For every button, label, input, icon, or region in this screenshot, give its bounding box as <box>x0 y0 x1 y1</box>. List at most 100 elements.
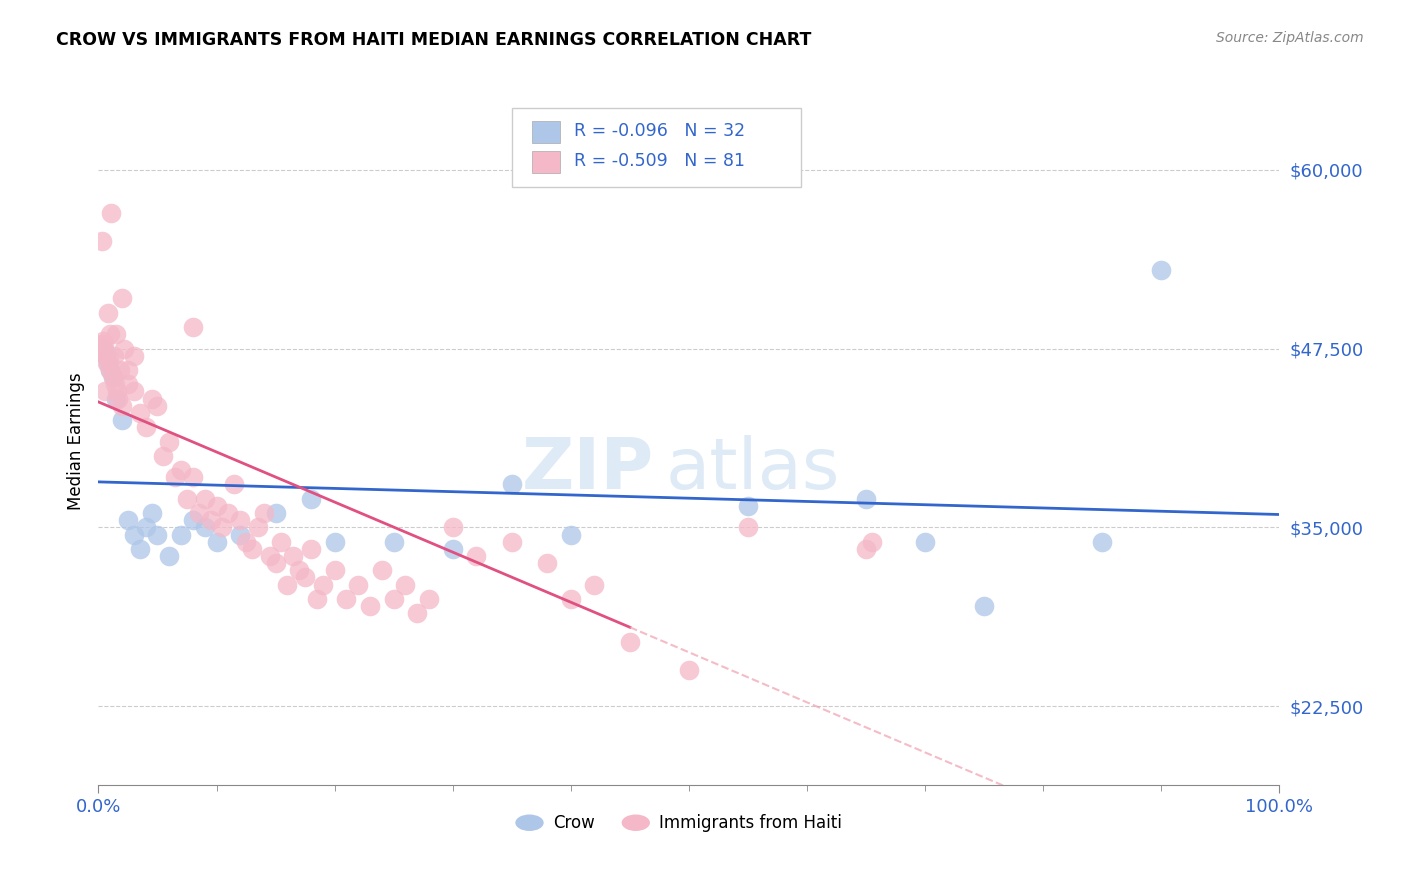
Point <box>678 664 700 678</box>
Point <box>146 527 169 541</box>
Point <box>91 346 114 360</box>
Point <box>128 541 150 556</box>
Point <box>98 363 121 377</box>
Point <box>270 534 292 549</box>
Point <box>394 577 416 591</box>
Point <box>94 349 117 363</box>
Point <box>94 384 117 399</box>
Point <box>170 463 193 477</box>
Point <box>111 399 134 413</box>
Point <box>157 549 180 563</box>
Point <box>560 591 582 606</box>
Point <box>371 563 394 577</box>
Point <box>107 392 129 406</box>
Point <box>264 506 287 520</box>
Point <box>105 384 128 399</box>
Point <box>117 377 139 392</box>
Point <box>536 556 558 570</box>
Point <box>224 477 246 491</box>
Point <box>112 342 135 356</box>
Point <box>91 342 114 356</box>
Point <box>91 234 114 248</box>
Point <box>98 351 121 366</box>
Text: Source: ZipAtlas.com: Source: ZipAtlas.com <box>1216 31 1364 45</box>
Point <box>93 337 115 351</box>
Point <box>441 520 464 534</box>
Point <box>235 534 257 549</box>
FancyBboxPatch shape <box>512 109 801 187</box>
Point <box>860 534 883 549</box>
Point <box>141 506 163 520</box>
Point <box>181 470 204 484</box>
Point <box>181 320 204 334</box>
Point <box>283 549 305 563</box>
Point <box>194 520 217 534</box>
Point <box>122 527 145 541</box>
Point <box>259 549 281 563</box>
Point <box>122 349 145 363</box>
Point <box>101 370 124 384</box>
Circle shape <box>621 814 650 831</box>
Point <box>96 356 118 370</box>
Point <box>90 337 112 351</box>
Point <box>253 506 276 520</box>
Text: ZIP: ZIP <box>522 434 654 503</box>
Text: R = -0.096   N = 32: R = -0.096 N = 32 <box>575 122 745 140</box>
Point <box>276 577 298 591</box>
Point <box>98 327 121 342</box>
Point <box>117 363 139 377</box>
Point <box>111 413 134 427</box>
Point <box>111 292 134 306</box>
Point <box>501 477 523 491</box>
Point <box>323 563 346 577</box>
Point <box>211 520 233 534</box>
Point <box>240 541 263 556</box>
Point <box>288 563 311 577</box>
Point <box>312 577 335 591</box>
Point <box>97 356 120 370</box>
Point <box>441 541 464 556</box>
Point <box>94 346 117 360</box>
Point <box>176 491 198 506</box>
Point <box>101 370 124 384</box>
Point <box>170 527 193 541</box>
Text: R = -0.509   N = 81: R = -0.509 N = 81 <box>575 153 745 170</box>
Point <box>619 635 641 649</box>
Point <box>90 342 112 356</box>
Point <box>382 591 405 606</box>
Point <box>135 420 157 434</box>
Point <box>104 377 127 392</box>
Point <box>157 434 180 449</box>
Text: atlas: atlas <box>665 434 839 503</box>
Y-axis label: Median Earnings: Median Earnings <box>66 373 84 510</box>
Point <box>264 556 287 570</box>
Text: Crow: Crow <box>553 814 595 831</box>
FancyBboxPatch shape <box>531 151 560 173</box>
Point <box>335 591 357 606</box>
Point <box>294 570 316 584</box>
Point <box>418 591 440 606</box>
Point <box>217 506 239 520</box>
Point <box>465 549 488 563</box>
Text: Immigrants from Haiti: Immigrants from Haiti <box>659 814 842 831</box>
FancyBboxPatch shape <box>531 120 560 143</box>
Point <box>117 513 139 527</box>
Point <box>229 527 252 541</box>
Point <box>97 306 120 320</box>
Point <box>205 499 228 513</box>
Point <box>1091 534 1114 549</box>
Text: CROW VS IMMIGRANTS FROM HAITI MEDIAN EARNINGS CORRELATION CHART: CROW VS IMMIGRANTS FROM HAITI MEDIAN EAR… <box>56 31 811 49</box>
Point <box>973 599 995 613</box>
Point <box>406 607 429 621</box>
Point <box>135 520 157 534</box>
Circle shape <box>516 814 544 831</box>
Point <box>194 491 217 506</box>
Point <box>187 506 209 520</box>
Point <box>98 363 121 377</box>
Point <box>1150 263 1173 277</box>
Point <box>914 534 936 549</box>
Point <box>103 349 125 363</box>
Point <box>501 534 523 549</box>
Point <box>91 334 114 349</box>
Point <box>359 599 381 613</box>
